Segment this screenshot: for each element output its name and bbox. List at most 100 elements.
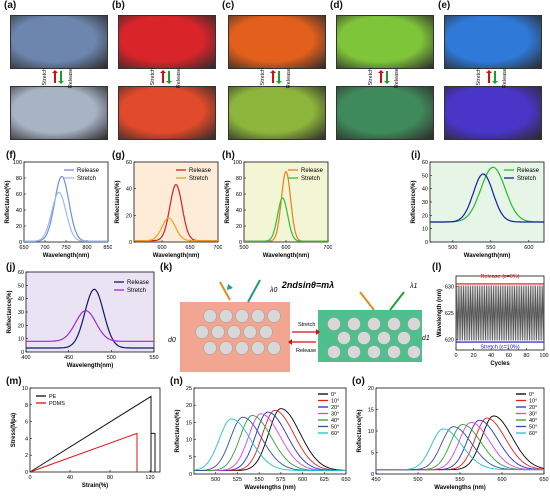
release-label: Release	[296, 348, 316, 354]
photo-bottom-1	[10, 86, 108, 140]
y-tick-label: 10	[22, 386, 28, 392]
sphere-stretched-2	[367, 317, 381, 331]
chart-i: 500 550 600 0 10 20 30 40 50 60 Wavelength(nm) Refl…	[411, 160, 545, 259]
sphere-released-12	[235, 341, 249, 355]
sphere-released-9	[259, 325, 273, 339]
photo-bottom-5	[444, 86, 542, 140]
y-tick-label: 60	[236, 192, 242, 198]
y-tick-label: 30	[422, 200, 428, 206]
sphere-released-5	[195, 325, 209, 339]
y-tick-label: 5	[189, 455, 192, 461]
release-stretch-arrows-4	[376, 70, 392, 84]
sphere-released-11	[219, 341, 233, 355]
reflected-ray-right	[389, 291, 405, 311]
y-axis-label: Reflectance(%)	[115, 180, 121, 223]
x-axis-label: Wavelength(nm)	[153, 253, 199, 259]
y-tick-label: 50	[422, 173, 428, 179]
y-tick-label: 40	[16, 208, 22, 214]
x-tick-label: 650	[19, 245, 28, 251]
panel-label-a: (a)	[4, 0, 17, 11]
release-word-4: Release	[394, 68, 400, 89]
x-tick-label: 60	[506, 353, 512, 359]
line-f-stretch	[24, 191, 108, 242]
y-tick-label: 4	[25, 436, 28, 442]
chart-n: 500 525 550 575 600 625 650 0 5 10 15 20 25 Wavelengt…	[175, 386, 351, 491]
y-tick-label: 0	[129, 240, 132, 246]
x-tick-label: 550	[149, 355, 158, 361]
legend-n-entry-5: 50°	[331, 425, 339, 431]
release-arrow-head	[288, 339, 292, 345]
y-tick-label: 0	[21, 350, 24, 356]
x-tick-label: 120	[145, 475, 154, 481]
x-tick-label: 500	[448, 245, 457, 251]
release-stretch-arrows-1	[50, 70, 66, 84]
photo-top-4	[336, 15, 434, 69]
y-tick-label: 40	[18, 297, 24, 303]
y-axis-label: Reflectance(%)	[357, 409, 363, 452]
plot-frame	[29, 387, 161, 473]
y-tick-label: 6	[25, 420, 28, 426]
x-axis-label: Wavelengths (nm)	[434, 485, 485, 491]
x-tick-label: 600	[497, 477, 506, 483]
y-tick-label: 100	[13, 160, 22, 166]
y-tick-label: 20	[16, 224, 22, 230]
panel-label-b: (b)	[112, 0, 125, 11]
y-axis-label: Reflectance(%)	[7, 290, 13, 333]
sphere-released-13	[251, 341, 265, 355]
y-tick-label: 80	[16, 176, 22, 182]
line-n-0	[194, 408, 347, 472]
legend-n-entry-0: 0°	[331, 392, 336, 398]
x-tick-label: 0	[28, 475, 31, 481]
incident-ray-left	[247, 279, 261, 303]
chart-j: 400 450 500 550 0 10 20 30 40 50 60 Wavelength(nm) R…	[7, 270, 159, 369]
panel-label-j: (j)	[6, 262, 16, 273]
x-tick-label: 850	[103, 245, 112, 251]
sphere-released-0	[203, 309, 217, 323]
sphere-stretched-8	[397, 331, 411, 345]
x-tick-label: 20	[471, 353, 477, 359]
x-tick-label: 650	[539, 477, 548, 483]
sphere-released-3	[251, 309, 265, 323]
x-axis-label: Strain(%)	[82, 483, 108, 489]
legend-o-entry-3: 30°	[529, 412, 537, 418]
x-tick-label: 40	[488, 353, 494, 359]
panel-label-l: (l)	[432, 262, 442, 273]
sphere-stretched-12	[387, 345, 401, 359]
release-word-3: Release	[286, 68, 292, 89]
x-tick-label: 650	[185, 245, 194, 251]
photo-top-1	[10, 15, 108, 69]
line-n-3	[194, 413, 346, 472]
y-tick-label: 20	[186, 403, 192, 409]
photo-bottom-3	[228, 86, 326, 140]
sphere-stretched-1	[347, 317, 361, 331]
release-stretch-arrows-5	[484, 70, 500, 84]
bragg-equation: 2ndsinθ=mλ	[281, 280, 334, 290]
legend-o-entry-5: 50°	[529, 425, 537, 431]
release-word-2: Release	[176, 68, 182, 89]
panel-label-m: (m)	[6, 376, 22, 387]
line-j-stretch	[26, 310, 154, 342]
legend-f-entry-0: Release	[77, 168, 100, 174]
y-tick-label: 60	[16, 192, 22, 198]
x-tick-label: 600	[298, 477, 307, 483]
line-o-2	[376, 419, 544, 471]
x-tick-label: 700	[323, 245, 332, 251]
y-tick-label: 8	[25, 403, 28, 409]
x-axis-label: Wavelength(nm)	[464, 253, 510, 259]
sphere-released-2	[235, 309, 249, 323]
line-m-pdms	[29, 432, 138, 473]
panel-label-g: (g)	[112, 150, 125, 161]
legend-g-entry-1: Stretch	[189, 176, 208, 182]
plot-frame	[133, 161, 219, 243]
stretch-word-4: Stretch	[368, 68, 374, 86]
line-l-cycling	[455, 285, 545, 341]
reflected-ray-left	[219, 281, 231, 301]
y-axis-label: Wavelength (nm)	[437, 289, 443, 337]
y-tick-label: 30	[18, 310, 24, 316]
chart-g: 600 650 700 0 20 40 60 Wavelength(nm) Reflectanc…	[115, 160, 222, 259]
y-tick-label: 25	[186, 386, 192, 392]
y-tick-label: 0	[371, 472, 374, 478]
x-axis-label: Wavelength(nm)	[67, 363, 113, 369]
sphere-released-10	[203, 341, 217, 355]
x-tick-label: 575	[276, 477, 285, 483]
